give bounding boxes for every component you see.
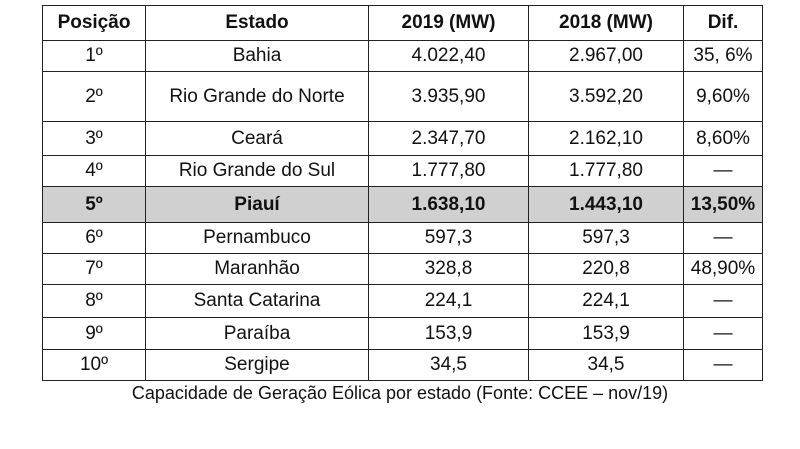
table-cell: — [683,349,763,381]
table-row: 9º Paraíba 153,9 153,9— [42,317,763,350]
table-cell: 34,5 [528,349,684,381]
header-row: Posição Estado 2019 (MW) 2018 (MW) Dif. [42,5,763,41]
table-cell: Bahia [145,40,369,72]
table-cell: 2.967,00 [528,40,684,72]
table-row: 7º Maranhão 328,8 220,8 48,90% [42,253,763,285]
table-cell: Pernambuco [145,222,369,254]
table-cell: 2º [42,71,146,122]
caption: Capacidade de Geração Eólica por estado … [131,383,669,403]
table-cell: 153,9 [368,317,529,350]
table-row: 1º Bahia 4.022,40 2.967,00 35, 6% [42,40,763,72]
table-cell: 13,50% [683,186,763,223]
table-cell: 8º [42,284,146,318]
table-row: 2º Rio Grande do Norte 3.935,90 3.592,20 9,6… [42,71,763,122]
table-cell: 1.638,10 [368,186,529,223]
table-cell: 2.347,70 [368,121,529,156]
table-cell: 597,3 [528,222,684,254]
header-cell: Posição [42,5,146,41]
table-cell: Santa Catarina [145,284,369,318]
table-cell: 153,9 [528,317,684,350]
table-cell: 1.443,10 [528,186,684,223]
header-cell: Dif. [683,5,763,41]
table-row: 10º Sergipe 34,5 34,5— [42,349,763,381]
header-cell: Estado [145,5,369,41]
table-cell: — [683,155,763,187]
table-cell: 3.935,90 [368,71,529,122]
table-cell: 3.592,20 [528,71,684,122]
table-cell: 7º [42,253,146,285]
table-cell: Sergipe [145,349,369,381]
table-row: 8º Santa Catarina 224,1 224,1— [42,284,763,318]
table-cell: 9,60% [683,71,763,122]
table-cell: 9º [42,317,146,350]
table-cell: — [683,222,763,254]
table-cell: 1.777,80 [368,155,529,187]
table-cell: 1.777,80 [528,155,684,187]
table-row: 6º Pernambuco 597,3 597,3— [42,222,763,254]
table-row: 3º Ceará 2.347,70 2.162,10 8,60% [42,121,763,156]
table-cell: 34,5 [368,349,529,381]
table-cell: Piauí [145,186,369,223]
table-row: 5º Piauí 1.638,10 1.443,10 13,50% [42,186,763,223]
table-cell: 3º [42,121,146,156]
table-cell: 8,60% [683,121,763,156]
table-cell: 35, 6% [683,40,763,72]
table-cell: Rio Grande do Norte [145,71,369,122]
table-cell: — [683,317,763,350]
table-cell: 597,3 [368,222,529,254]
table-cell: 224,1 [528,284,684,318]
table-cell: Maranhão [145,253,369,285]
header-cell: 2019 (MW) [368,5,529,41]
data-table: Posição Estado 2019 (MW) 2018 (MW) Dif. 1º Ba… [42,5,763,381]
table-row: 4º Rio Grande do Sul 1.777,80 1.777,80— [42,155,763,187]
table-cell: — [683,284,763,318]
header-cell: 2018 (MW) [528,5,684,41]
table-cell: 6º [42,222,146,254]
table-cell: 1º [42,40,146,72]
table-cell: Paraíba [145,317,369,350]
table-cell: 5º [42,186,146,223]
table-cell: 48,90% [683,253,763,285]
table-cell: 224,1 [368,284,529,318]
table-cell: 2.162,10 [528,121,684,156]
table-cell: 10º [42,349,146,381]
table-cell: 4.022,40 [368,40,529,72]
table-cell: 328,8 [368,253,529,285]
table-cell: 4º [42,155,146,187]
table-cell: Rio Grande do Sul [145,155,369,187]
table-cell: Ceará [145,121,369,156]
table-cell: 220,8 [528,253,684,285]
